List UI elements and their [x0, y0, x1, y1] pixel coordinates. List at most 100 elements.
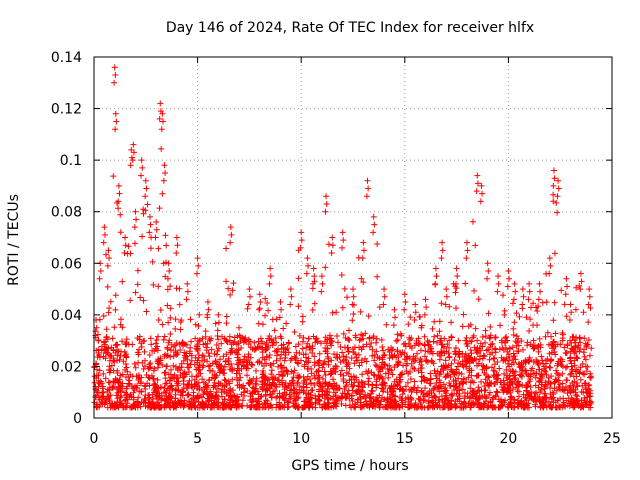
- data-point: [487, 398, 494, 405]
- data-point-peak: [157, 108, 164, 115]
- data-point: [491, 355, 498, 362]
- data-point: [349, 317, 356, 324]
- data-point: [467, 385, 474, 392]
- data-point-peak: [323, 200, 330, 207]
- data-point: [524, 391, 531, 398]
- data-point: [576, 370, 583, 377]
- data-point: [179, 389, 186, 396]
- data-point-peak: [350, 286, 356, 293]
- data-point-peak: [319, 280, 326, 287]
- data-point: [277, 333, 284, 340]
- data-point-peak: [463, 239, 470, 246]
- data-point: [581, 371, 588, 378]
- data-point: [162, 232, 169, 239]
- data-point: [114, 403, 121, 410]
- y-tick-label: 0.06: [51, 256, 82, 272]
- data-point: [546, 364, 553, 371]
- data-point: [316, 386, 323, 393]
- data-point-peak: [267, 265, 274, 272]
- data-point: [413, 337, 420, 344]
- data-point: [105, 345, 112, 352]
- data-point: [448, 333, 455, 340]
- data-point: [550, 339, 557, 346]
- data-point: [396, 378, 403, 385]
- data-point: [305, 395, 312, 402]
- data-point: [443, 348, 450, 355]
- data-point: [358, 387, 365, 394]
- data-point: [579, 382, 586, 389]
- data-point: [379, 394, 386, 401]
- data-point: [418, 404, 425, 411]
- data-point: [365, 367, 372, 374]
- data-point: [368, 390, 375, 397]
- data-point: [535, 361, 542, 368]
- data-point-peak: [577, 286, 584, 293]
- data-point: [192, 335, 199, 342]
- data-point: [112, 306, 119, 313]
- data-point-peak: [359, 255, 366, 262]
- data-point: [147, 335, 154, 342]
- data-point: [427, 370, 434, 377]
- data-point: [577, 364, 584, 371]
- data-point-peak: [131, 224, 138, 231]
- data-point: [236, 356, 243, 363]
- data-point: [234, 382, 241, 389]
- data-point: [552, 330, 559, 337]
- data-point: [442, 403, 449, 410]
- data-point: [223, 402, 230, 409]
- data-point-peak: [256, 306, 263, 313]
- data-point-peak: [322, 208, 329, 215]
- data-point: [312, 400, 319, 407]
- data-point-peak: [371, 221, 378, 228]
- data-point: [524, 342, 531, 349]
- data-point-peak: [339, 229, 346, 236]
- y-axis-label: ROTI / TECUs: [6, 194, 22, 286]
- data-point-peak: [130, 149, 137, 156]
- data-point: [388, 382, 395, 389]
- data-point: [466, 360, 473, 367]
- data-point: [408, 396, 415, 403]
- data-point: [259, 374, 266, 381]
- data-point: [155, 360, 162, 367]
- data-point: [166, 377, 173, 384]
- data-point-peak: [370, 229, 377, 236]
- data-point: [416, 340, 423, 347]
- data-point-peak: [432, 265, 439, 272]
- data-point: [177, 346, 184, 353]
- data-point: [382, 370, 389, 377]
- data-point-peak: [287, 301, 294, 308]
- data-point: [480, 404, 487, 411]
- data-point: [221, 363, 228, 370]
- data-point: [479, 366, 486, 373]
- data-point: [384, 404, 391, 411]
- data-point: [178, 360, 185, 367]
- data-point: [514, 381, 521, 388]
- data-point: [439, 399, 446, 406]
- data-point-peak: [392, 314, 399, 321]
- data-point: [379, 375, 386, 382]
- data-point-peak: [340, 237, 347, 244]
- data-point-peak: [585, 301, 592, 308]
- data-point: [199, 358, 206, 365]
- data-point: [514, 397, 521, 404]
- data-point: [344, 390, 351, 397]
- data-point-peak: [381, 293, 388, 300]
- data-point: [358, 402, 365, 409]
- data-point: [116, 376, 123, 383]
- data-point: [491, 361, 498, 368]
- data-point: [368, 387, 375, 394]
- data-point: [481, 383, 488, 390]
- data-point: [540, 360, 547, 367]
- data-point: [398, 332, 405, 339]
- data-point: [528, 393, 535, 400]
- data-point: [349, 383, 356, 390]
- data-point: [136, 374, 143, 381]
- data-point: [287, 395, 294, 402]
- y-tick-label: 0.14: [51, 50, 82, 66]
- data-point-peak: [146, 213, 153, 220]
- data-point: [518, 338, 525, 345]
- data-point: [365, 313, 372, 320]
- data-point-peak: [161, 162, 168, 169]
- data-point: [508, 400, 515, 407]
- data-point: [104, 388, 111, 395]
